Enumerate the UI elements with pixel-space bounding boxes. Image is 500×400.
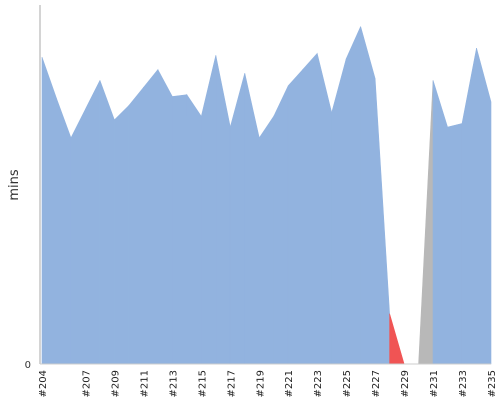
area-segment-214-success — [186, 93, 202, 365]
x-tick-label-215: #215 — [197, 370, 208, 397]
area-segment-219-success — [258, 115, 275, 365]
x-tick-label-209: #209 — [110, 370, 121, 397]
area-segment-204-success — [41, 56, 57, 365]
area-segment-210-success — [128, 86, 144, 365]
area-segment-233-success — [461, 48, 477, 365]
area-segment-216-success — [215, 55, 231, 365]
x-tick-label-233: #233 — [458, 370, 469, 397]
x-tick-label-219: #219 — [255, 370, 266, 397]
area-series — [41, 26, 492, 365]
area-segment-212-success — [157, 69, 173, 365]
area-segment-231-success — [432, 80, 448, 365]
area-segment-213-success — [172, 94, 188, 365]
x-tick-label-211: #211 — [139, 370, 150, 397]
area-segment-207-success — [85, 80, 101, 365]
x-tick-label-227: #227 — [371, 370, 382, 397]
area-segment-215-success — [201, 55, 217, 365]
area-segment-223-success — [316, 53, 332, 365]
x-tick-label-235: #235 — [487, 370, 498, 397]
x-tick-label-217: #217 — [226, 370, 237, 397]
area-segment-221-success — [287, 68, 304, 365]
area-segment-232-success — [447, 123, 463, 365]
x-tick-label-221: #221 — [284, 370, 295, 397]
area-segment-234-success — [476, 48, 492, 365]
area-segment-225-success — [345, 26, 361, 365]
x-tick-label-231: #231 — [429, 370, 440, 397]
area-segment-228-failure — [389, 313, 405, 365]
area-segment-224-success — [331, 58, 347, 365]
area-segment-230-aborted — [418, 80, 434, 365]
area-segment-227-success — [374, 78, 390, 365]
x-tick-label-213: #213 — [168, 370, 179, 397]
area-segment-218-success — [244, 73, 260, 365]
area-segment-222-success — [302, 52, 318, 365]
x-tick-label-229: #229 — [400, 370, 411, 397]
area-segment-217-success — [229, 73, 246, 365]
x-tick-label-207: #207 — [81, 370, 92, 397]
area-segment-208-success — [99, 80, 115, 365]
x-tick-label-223: #223 — [313, 370, 324, 397]
y-tick-label: 0 — [25, 360, 31, 371]
x-tick-labels: #204 #207 #209 #211 #213 #215 #217 #219 #221 #223… — [38, 370, 498, 397]
area-segment-209-success — [114, 104, 130, 365]
area-segment-220-success — [273, 85, 289, 365]
area-segment-211-success — [143, 68, 159, 365]
area-segment-205-success — [56, 98, 72, 365]
area-segment-206-success — [70, 108, 86, 365]
area-segment-226-success — [360, 26, 376, 365]
x-tick-label-204: #204 — [38, 370, 49, 397]
x-tick-label-225: #225 — [342, 370, 353, 397]
y-axis-label: mins — [7, 169, 22, 201]
